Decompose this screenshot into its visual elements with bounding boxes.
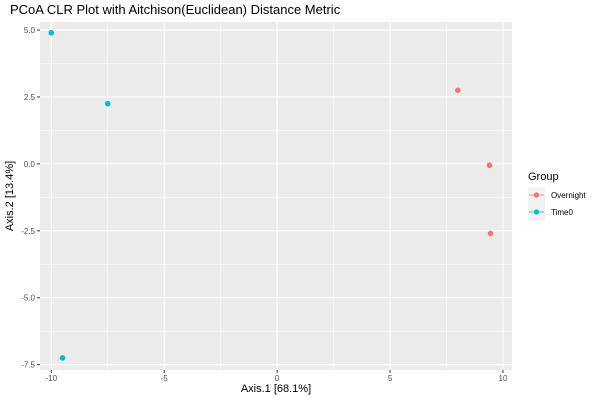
x-tick-label: -5 xyxy=(161,374,169,383)
y-tick-label: -5.0 xyxy=(21,294,35,303)
grid-lines xyxy=(40,22,512,370)
y-axis-title: Axis.2 [13.4%] xyxy=(4,161,16,231)
data-point xyxy=(487,230,494,237)
x-tick-label: -10 xyxy=(46,374,58,383)
legend-items: Overnight Time0 xyxy=(528,187,586,221)
legend-key-point xyxy=(533,209,540,215)
x-tick-label: 5 xyxy=(388,374,393,383)
plot-panel xyxy=(40,22,512,370)
data-point xyxy=(486,162,493,169)
data-point xyxy=(454,87,461,94)
data-point xyxy=(48,29,55,36)
legend-label: Time0 xyxy=(551,208,573,217)
y-axis-ticks: 5.0 2.5 0.0 -2.5 -5.0 -7.5 xyxy=(21,26,40,370)
data-point xyxy=(104,100,111,107)
y-tick-label: -7.5 xyxy=(21,361,35,370)
legend-label: Overnight xyxy=(551,191,586,200)
x-axis-title: Axis.1 [68.1%] xyxy=(241,383,311,395)
x-tick-label: 10 xyxy=(499,374,508,383)
data-point xyxy=(59,355,66,361)
x-tick-label: 0 xyxy=(275,374,280,383)
x-axis-ticks: -10 -5 0 5 10 xyxy=(46,370,508,383)
y-tick-label: 2.5 xyxy=(24,93,36,102)
y-tick-label: 5.0 xyxy=(24,26,36,35)
y-tick-label: -2.5 xyxy=(21,227,35,236)
legend-title: Group xyxy=(528,171,559,183)
data-points xyxy=(48,29,494,361)
y-tick-label: 0.0 xyxy=(24,160,36,169)
legend: Group Overnight Time0 xyxy=(528,171,586,221)
chart-title: PCoA CLR Plot with Aitchison(Euclidean) … xyxy=(10,2,341,17)
legend-key-point xyxy=(533,192,540,198)
